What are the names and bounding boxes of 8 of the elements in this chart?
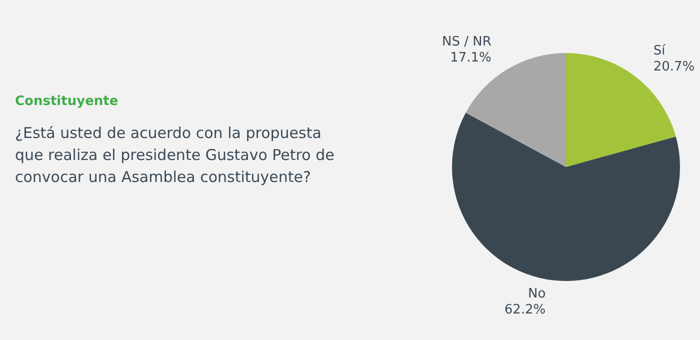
slice-label: No [528, 286, 546, 302]
text: ¿Está usted de acuerdo con la propuesta que realiza el presidente Gustavo Petro de convocar una Asamblea constituyente? [15, 124, 340, 186]
data-label: 20.7% [653, 59, 695, 74]
slice-label: Sí [653, 43, 666, 58]
slice-label: NS / NR [442, 34, 492, 50]
text: Constituyente [15, 94, 118, 109]
data-label: 17.1% [450, 50, 492, 66]
data-label: 62.2% [504, 302, 546, 318]
